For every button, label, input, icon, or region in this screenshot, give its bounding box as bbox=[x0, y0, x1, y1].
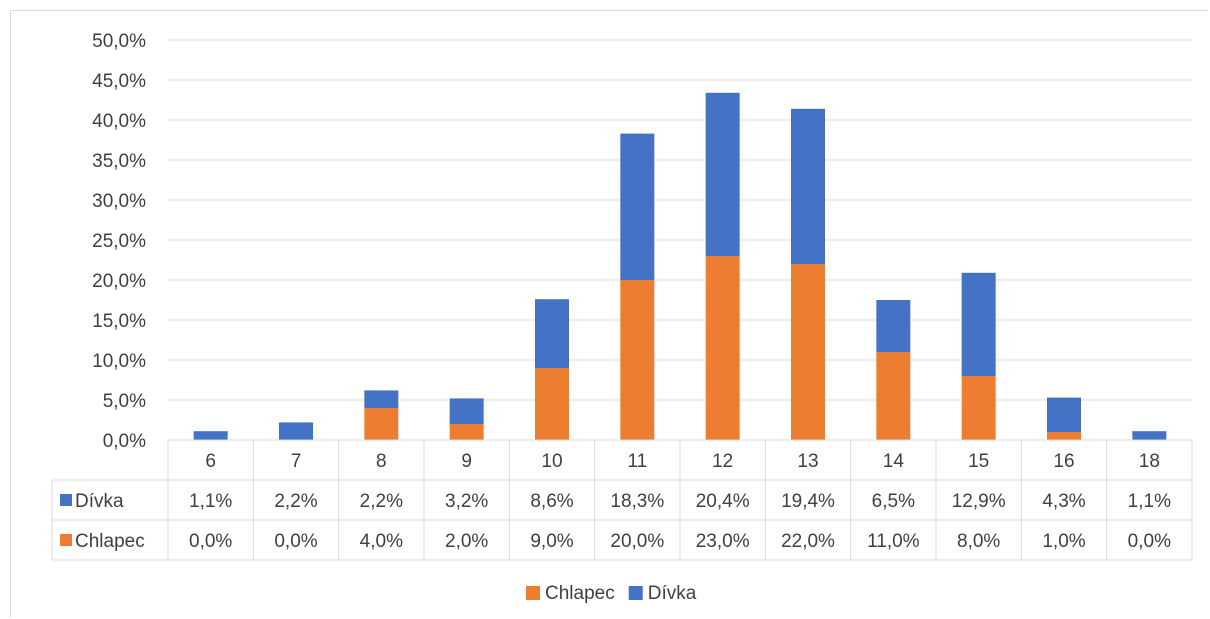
bar-d-vka-9 bbox=[449, 398, 484, 424]
legend-label-chlapec: Chlapec bbox=[545, 583, 615, 604]
data-label-d-vka: 8,6% bbox=[530, 491, 573, 512]
y-tick-label: 30,0% bbox=[92, 191, 146, 212]
y-tick-label: 15,0% bbox=[92, 311, 146, 332]
x-category-label: 13 bbox=[797, 451, 818, 472]
data-label-chlapec: 23,0% bbox=[696, 531, 750, 552]
x-category-label: 12 bbox=[712, 451, 733, 472]
table-series-key-chlapec bbox=[60, 534, 72, 546]
bar-d-vka-7 bbox=[279, 422, 313, 440]
bar-chlapec-14 bbox=[876, 352, 911, 440]
data-label-d-vka: 2,2% bbox=[360, 491, 403, 512]
bar-d-vka-13 bbox=[791, 108, 825, 264]
x-category-label: 10 bbox=[541, 451, 562, 472]
chart-frame bbox=[10, 10, 1208, 617]
bar-chlapec-11 bbox=[620, 280, 655, 440]
y-tick-label: 40,0% bbox=[92, 111, 146, 132]
x-category-label: 11 bbox=[627, 451, 647, 472]
x-category-label: 14 bbox=[883, 451, 905, 472]
bar-d-vka-18 bbox=[1132, 431, 1167, 440]
bar-chlapec-15 bbox=[961, 376, 996, 440]
data-label-d-vka: 1,1% bbox=[189, 491, 232, 512]
y-tick-label: 5,0% bbox=[103, 391, 146, 412]
data-label-chlapec: 2,0% bbox=[445, 531, 488, 552]
x-category-label: 6 bbox=[205, 451, 216, 472]
data-label-chlapec: 0,0% bbox=[1128, 531, 1171, 552]
data-label-d-vka: 20,4% bbox=[696, 491, 750, 512]
bar-d-vka-11 bbox=[620, 133, 655, 280]
x-category-label: 7 bbox=[291, 451, 302, 472]
x-category-label: 18 bbox=[1139, 451, 1160, 472]
data-label-chlapec: 22,0% bbox=[781, 531, 835, 552]
data-label-chlapec: 4,0% bbox=[360, 531, 403, 552]
bar-chlapec-13 bbox=[791, 264, 825, 440]
bar-chlapec-12 bbox=[705, 256, 740, 440]
legend-label-d-vka: Dívka bbox=[648, 583, 697, 604]
data-label-chlapec: 20,0% bbox=[610, 531, 664, 552]
bar-chlapec-16 bbox=[1047, 432, 1081, 440]
x-category-label: 15 bbox=[968, 451, 989, 472]
legend-swatch-chlapec bbox=[526, 586, 540, 600]
data-label-d-vka: 4,3% bbox=[1042, 491, 1085, 512]
x-category-label: 16 bbox=[1053, 451, 1074, 472]
data-label-d-vka: 18,3% bbox=[610, 491, 664, 512]
data-label-chlapec: 8,0% bbox=[957, 531, 1000, 552]
x-category-label: 8 bbox=[376, 451, 387, 472]
bar-d-vka-14 bbox=[876, 300, 911, 352]
data-label-chlapec: 9,0% bbox=[530, 531, 573, 552]
y-tick-label: 10,0% bbox=[92, 351, 146, 372]
data-label-d-vka: 2,2% bbox=[274, 491, 317, 512]
bar-d-vka-8 bbox=[364, 390, 399, 408]
bar-d-vka-15 bbox=[961, 272, 996, 376]
y-tick-label: 45,0% bbox=[92, 71, 146, 92]
bar-d-vka-6 bbox=[193, 431, 228, 440]
data-label-d-vka: 1,1% bbox=[1128, 491, 1171, 512]
bar-d-vka-10 bbox=[535, 299, 569, 368]
data-label-d-vka: 6,5% bbox=[872, 491, 915, 512]
bar-d-vka-16 bbox=[1047, 397, 1081, 432]
data-label-chlapec: 1,0% bbox=[1042, 531, 1085, 552]
y-tick-label: 0,0% bbox=[103, 431, 146, 452]
data-label-chlapec: 0,0% bbox=[274, 531, 317, 552]
x-category-label: 9 bbox=[461, 451, 472, 472]
bar-d-vka-12 bbox=[705, 92, 740, 256]
table-series-name-chlapec: Chlapec bbox=[75, 531, 145, 552]
bar-chlapec-8 bbox=[364, 408, 399, 440]
data-label-d-vka: 3,2% bbox=[445, 491, 488, 512]
data-label-chlapec: 11,0% bbox=[867, 531, 920, 552]
bar-chlapec-9 bbox=[449, 424, 484, 440]
data-label-d-vka: 12,9% bbox=[952, 491, 1006, 512]
table-series-key-d-vka bbox=[60, 494, 72, 506]
y-tick-label: 20,0% bbox=[92, 271, 146, 292]
table-series-name-d-vka: Dívka bbox=[75, 491, 124, 512]
bar-chlapec-10 bbox=[535, 368, 569, 440]
data-label-chlapec: 0,0% bbox=[189, 531, 232, 552]
y-tick-label: 50,0% bbox=[92, 31, 146, 52]
y-tick-label: 35,0% bbox=[92, 151, 146, 172]
legend-swatch-d-vka bbox=[628, 586, 643, 600]
y-tick-label: 25,0% bbox=[92, 231, 146, 252]
data-label-d-vka: 19,4% bbox=[781, 491, 835, 512]
